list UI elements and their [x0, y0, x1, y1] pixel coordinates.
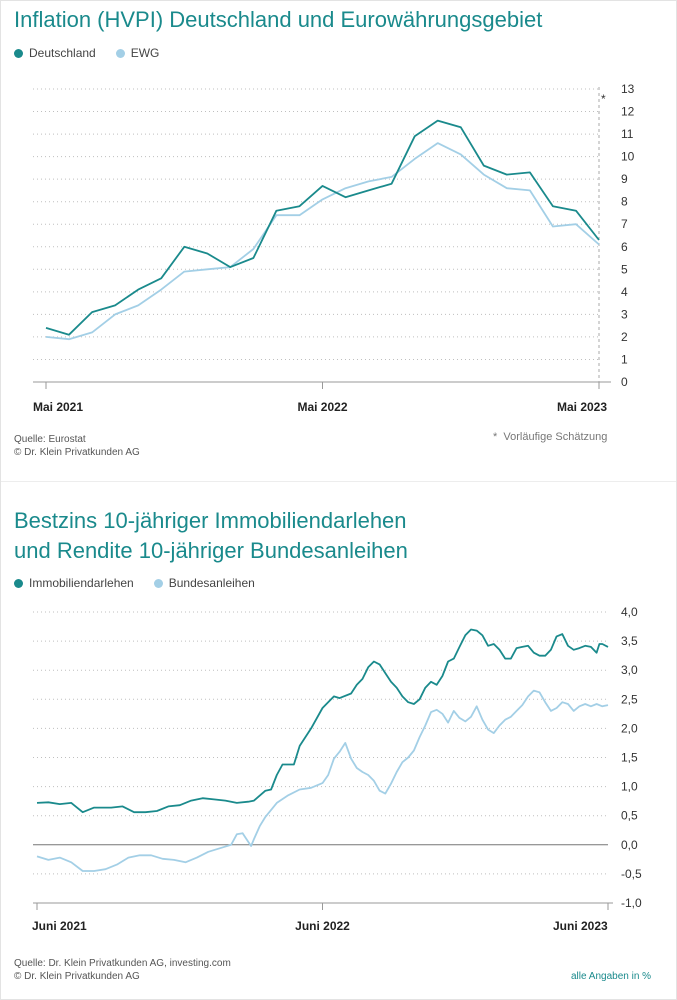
y-tick-label: 1,5 [621, 751, 638, 765]
y-tick-label: 0,0 [621, 838, 638, 852]
series-line-immobiliendarlehen [36, 628, 609, 814]
estimate-marker-symbol: * [601, 92, 606, 106]
y-tick-label: 2,0 [621, 721, 638, 735]
y-tick-label: 7 [621, 217, 628, 231]
x-tick-label: Juni 2021 [32, 919, 87, 933]
chart1-footer: Quelle: Eurostat © Dr. Klein Privatkunde… [14, 433, 140, 459]
legend-label-ewg: EWG [130, 46, 160, 60]
series-line-deutschland [45, 119, 600, 336]
chart2-plot: 4,0 3,5 3,0 2,5 2,0 1,5 1,0 0,5 0,0 -0,5 -1,0 Juni … [32, 605, 642, 933]
y-tick-label: 0 [621, 375, 628, 389]
legend-item-ewg: EWG [115, 46, 160, 60]
chart2-title-line1: Bestzins 10-jähriger Immobiliendarlehen [14, 508, 407, 533]
x-tick-label: Mai 2023 [557, 400, 607, 414]
chart1-copyright: © Dr. Klein Privatkunden AG [14, 447, 140, 458]
y-tick-label: 11 [621, 127, 634, 141]
chart1-note: * Vorläufige Schätzung [493, 431, 607, 444]
chart2-source: Quelle: Dr. Klein Privatkunden AG, inves… [14, 958, 231, 969]
chart2-unit-note: alle Angaben in % [571, 971, 652, 982]
legend-dot-deutschland [14, 48, 23, 58]
chart1-note-text: Vorläufige Schätzung [503, 431, 608, 443]
chart2-title-line2: und Rendite 10-jähriger Bundesanleihen [14, 538, 408, 563]
legend-dot-immobiliendarlehen [14, 578, 23, 588]
legend-label-immobiliendarlehen: Immobiliendarlehen [29, 576, 134, 590]
legend-label-deutschland: Deutschland [29, 46, 96, 60]
y-tick-label: 10 [621, 150, 635, 164]
y-tick-label: 5 [621, 262, 628, 276]
chart2-copyright: © Dr. Klein Privatkunden AG [14, 971, 140, 982]
chart2-legend: Immobiliendarlehen Bundesanleihen [14, 576, 275, 590]
legend-dot-bundesanleihen [153, 578, 163, 588]
y-tick-label: 9 [621, 172, 628, 186]
y-tick-label: 4 [621, 285, 628, 299]
y-tick-label: 3,5 [621, 634, 638, 648]
chart2-title: Bestzins 10-jähriger Immobiliendarlehen … [14, 506, 408, 566]
y-tick-label: 0,5 [621, 809, 638, 823]
y-tick-label: 1,0 [621, 780, 638, 794]
x-tick-label: Mai 2022 [297, 400, 347, 414]
y-tick-label: -1,0 [621, 896, 642, 910]
y-tick-label: 3,0 [621, 663, 638, 677]
y-tick-label: 1 [621, 352, 628, 366]
y-tick-label: 4,0 [621, 605, 638, 619]
chart1-title: Inflation (HVPI) Deutschland und Eurowäh… [14, 7, 543, 32]
y-tick-label: 12 [621, 105, 635, 119]
y-tick-label: 8 [621, 195, 628, 209]
chart2-footer: Quelle: Dr. Klein Privatkunden AG, inves… [14, 957, 231, 983]
x-tick-label: Juni 2023 [553, 919, 608, 933]
y-tick-label: -0,5 [621, 867, 642, 881]
legend-item-deutschland: Deutschland [14, 46, 96, 60]
series-line-bundesanleihen [36, 689, 609, 872]
section-divider [1, 481, 676, 482]
y-tick-label: 2,5 [621, 692, 638, 706]
x-tick-label: Mai 2021 [33, 400, 83, 414]
y-tick-label: 2 [621, 330, 628, 344]
legend-item-bundesanleihen: Bundesanleihen [153, 576, 255, 590]
chart1-note-symbol: * [493, 431, 498, 443]
chart1-source: Quelle: Eurostat [14, 434, 86, 445]
legend-dot-ewg [115, 48, 125, 58]
legend-item-immobiliendarlehen: Immobiliendarlehen [14, 576, 134, 590]
chart1-legend: Deutschland EWG [14, 46, 179, 60]
series-line-ewg [45, 142, 600, 341]
y-tick-label: 3 [621, 307, 628, 321]
y-tick-label: 6 [621, 240, 628, 254]
y-tick-label: 13 [621, 82, 635, 96]
x-tick-label: Juni 2022 [295, 919, 350, 933]
legend-label-bundesanleihen: Bundesanleihen [168, 576, 255, 590]
